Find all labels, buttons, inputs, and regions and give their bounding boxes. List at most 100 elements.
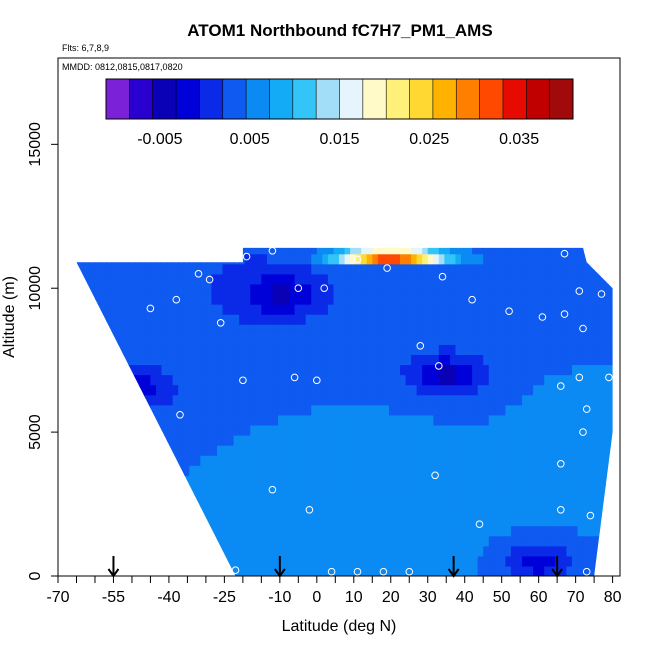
curtain-cell bbox=[283, 247, 290, 255]
curtain-cell bbox=[388, 354, 396, 366]
colorbar-cell bbox=[246, 79, 270, 119]
curtain-cell bbox=[316, 263, 323, 275]
curtain-cell bbox=[555, 525, 562, 537]
curtain-cell bbox=[605, 455, 612, 466]
colorbar-cell bbox=[432, 79, 457, 119]
curtain-cell bbox=[100, 334, 107, 345]
curtain-cell bbox=[355, 465, 362, 476]
curtain-cell bbox=[527, 485, 534, 497]
curtain-cell bbox=[411, 334, 418, 345]
curtain-cell bbox=[178, 445, 185, 456]
curtain-cell bbox=[272, 334, 279, 345]
curtain-cell bbox=[211, 565, 218, 576]
curtain-cell bbox=[261, 247, 268, 255]
curtain-cell bbox=[483, 334, 490, 345]
curtain-cell bbox=[433, 253, 440, 265]
curtain-cell bbox=[438, 253, 445, 265]
curtain-cell bbox=[144, 525, 152, 537]
curtain-cell bbox=[405, 273, 412, 285]
curtain-cell bbox=[466, 525, 473, 537]
curtain-cell bbox=[594, 283, 601, 295]
curtain-cell bbox=[222, 505, 229, 517]
curtain-cell bbox=[544, 314, 551, 325]
curtain-cell bbox=[605, 263, 612, 275]
curtain-cell bbox=[111, 485, 118, 497]
curtain-cell bbox=[111, 445, 118, 456]
curtain-cell bbox=[339, 434, 346, 446]
curtain-cell bbox=[449, 455, 457, 466]
curtain-cell bbox=[444, 364, 451, 376]
curtain-cell bbox=[272, 545, 279, 557]
curtain-cell bbox=[277, 424, 285, 436]
curtain-cell bbox=[178, 293, 185, 305]
curtain-cell bbox=[472, 273, 479, 285]
curtain-cell bbox=[150, 565, 157, 576]
curtain-cell bbox=[583, 354, 590, 366]
curtain-cell bbox=[411, 273, 418, 285]
curtain-cell bbox=[433, 434, 440, 446]
curtain-cell bbox=[150, 424, 157, 436]
curtain-cell bbox=[305, 404, 312, 416]
curtain-cell bbox=[106, 545, 113, 557]
curtain-cell bbox=[472, 404, 479, 416]
x-tick-label: 50 bbox=[493, 589, 511, 606]
curtain-cell bbox=[494, 555, 501, 567]
curtain-cell bbox=[544, 354, 551, 366]
curtain-cell bbox=[583, 273, 590, 285]
curtain-cell bbox=[433, 404, 440, 416]
curtain-cell bbox=[272, 404, 279, 416]
curtain-cell bbox=[311, 344, 318, 356]
curtain-cell bbox=[272, 253, 279, 265]
curtain-cell bbox=[100, 364, 107, 376]
curtain-cell bbox=[510, 293, 518, 305]
curtain-cell bbox=[372, 555, 379, 567]
curtain-cell bbox=[411, 324, 418, 335]
curtain-cell bbox=[94, 434, 102, 446]
curtain-cell bbox=[499, 495, 506, 507]
curtain-cell bbox=[400, 374, 407, 386]
curtain-cell bbox=[549, 485, 556, 497]
curtain-cell bbox=[94, 424, 102, 436]
curtain-cell bbox=[411, 384, 418, 396]
curtain-cell bbox=[538, 404, 545, 416]
curtain-cell bbox=[605, 247, 612, 255]
curtain-cell bbox=[405, 555, 412, 567]
curtain-cell bbox=[161, 334, 168, 345]
curtain-cell bbox=[111, 364, 118, 376]
curtain-cell bbox=[261, 253, 268, 265]
curtain-cell bbox=[588, 434, 595, 446]
curtain-cell bbox=[400, 394, 407, 406]
curtain-cell bbox=[472, 465, 479, 476]
curtain-cell bbox=[538, 304, 545, 315]
curtain-cell bbox=[422, 535, 429, 547]
curtain-cell bbox=[277, 374, 285, 386]
curtain-cell bbox=[100, 455, 107, 466]
curtain-cell bbox=[94, 485, 102, 497]
curtain-cell bbox=[350, 445, 357, 456]
curtain-cell bbox=[228, 293, 235, 305]
curtain-cell bbox=[316, 293, 323, 305]
curtain-cell bbox=[233, 364, 240, 376]
curtain-cell bbox=[366, 324, 373, 335]
curtain-cell bbox=[361, 525, 368, 537]
curtain-cell bbox=[139, 273, 146, 285]
curtain-cell bbox=[400, 324, 407, 335]
curtain-cell bbox=[444, 455, 451, 466]
curtain-cell bbox=[167, 565, 174, 576]
curtain-cell bbox=[239, 404, 246, 416]
curtain-cell bbox=[555, 374, 562, 386]
curtain-cell bbox=[133, 263, 140, 275]
curtain-cell bbox=[599, 414, 606, 426]
curtain-cell bbox=[100, 283, 107, 295]
curtain-cell bbox=[488, 344, 495, 356]
curtain-cell bbox=[427, 485, 434, 497]
curtain-cell bbox=[444, 344, 451, 356]
curtain-cell bbox=[233, 565, 240, 576]
curtain-cell bbox=[289, 414, 296, 426]
curtain-cell bbox=[211, 535, 218, 547]
curtain-cell bbox=[510, 505, 518, 517]
curtain-cell bbox=[372, 525, 379, 537]
curtain-cell bbox=[178, 424, 185, 436]
curtain-cell bbox=[89, 384, 96, 396]
colorbar-cell bbox=[129, 79, 154, 119]
